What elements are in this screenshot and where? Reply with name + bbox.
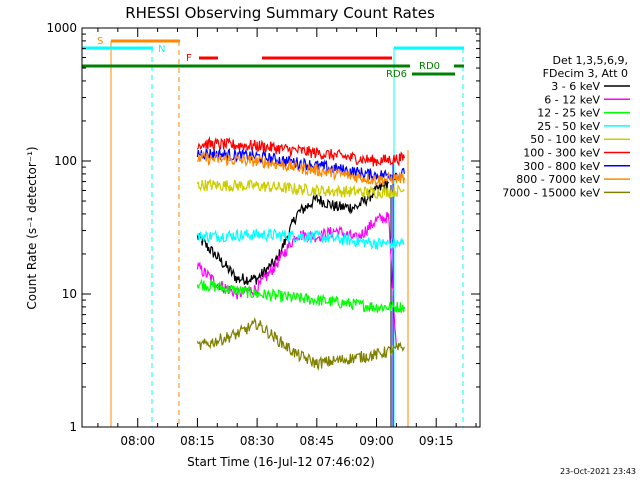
y-tick-label-3: 1000 [46,21,77,35]
series-layer [196,136,405,371]
x-tick-label-4: 09:00 [359,434,394,448]
series-line-4 [196,178,405,200]
flag-rd0-label: RD0 [419,61,440,72]
legend-label-8: 7000 - 15000 keV [502,186,600,199]
legend-header-0: Det 1,3,5,6,9, [552,54,628,67]
legend-label-1: 6 - 12 keV [544,93,600,106]
series-line-5 [196,136,405,167]
y-tick-label-0: 1 [69,420,77,434]
x-tick-label-0: 08:00 [120,434,155,448]
timestamp: 23-Oct-2021 23:43 [560,467,636,476]
y-axis-label: Count Rate (s⁻¹ detector⁻¹) [25,146,39,309]
series-line-3 [196,227,405,251]
x-tick-label-1: 08:15 [180,434,215,448]
chart-title: RHESSI Observing Summary Count Rates [125,4,435,22]
legend-label-7: 800 - 7000 keV [516,173,600,186]
x-tick-label-3: 08:45 [300,434,335,448]
legend-label-0: 3 - 6 keV [551,80,600,93]
flag-rd6-label: RD6 [386,69,407,80]
series-line-0 [196,178,390,286]
legend-label-4: 50 - 100 keV [530,133,600,146]
y-tick-label-2: 100 [54,154,77,168]
flag-s-label: S [97,36,103,47]
x-axis-label: Start Time (16-Jul-12 07:46:02) [187,455,375,469]
legend: Det 1,3,5,6,9,FDecim 3, Att 03 - 6 keV6 … [502,54,630,199]
flag-f-label: F [186,53,192,64]
x-tick-label-5: 09:15 [419,434,454,448]
y-axis: 1 10 100 1000 [46,21,480,434]
series-line-7 [196,150,405,188]
flag-n-label: N [158,44,165,55]
y-tick-label-1: 10 [62,287,77,301]
series-line-8 [196,317,405,371]
x-tick-label-2: 08:30 [240,434,275,448]
legend-label-2: 12 - 25 keV [537,107,600,120]
plot-frame [81,27,481,428]
legend-label-5: 100 - 300 keV [523,147,600,160]
series-line-2 [196,278,405,313]
legend-header-1: FDecim 3, Att 0 [543,67,628,80]
series-line-1 [196,211,397,347]
legend-label-3: 25 - 50 keV [537,120,600,133]
legend-label-6: 300 - 800 keV [523,160,600,173]
x-axis: 08:00 08:15 08:30 08:45 09:00 09:15 [97,28,477,448]
flags-layer: S N F RD0 RD6 [81,36,464,427]
